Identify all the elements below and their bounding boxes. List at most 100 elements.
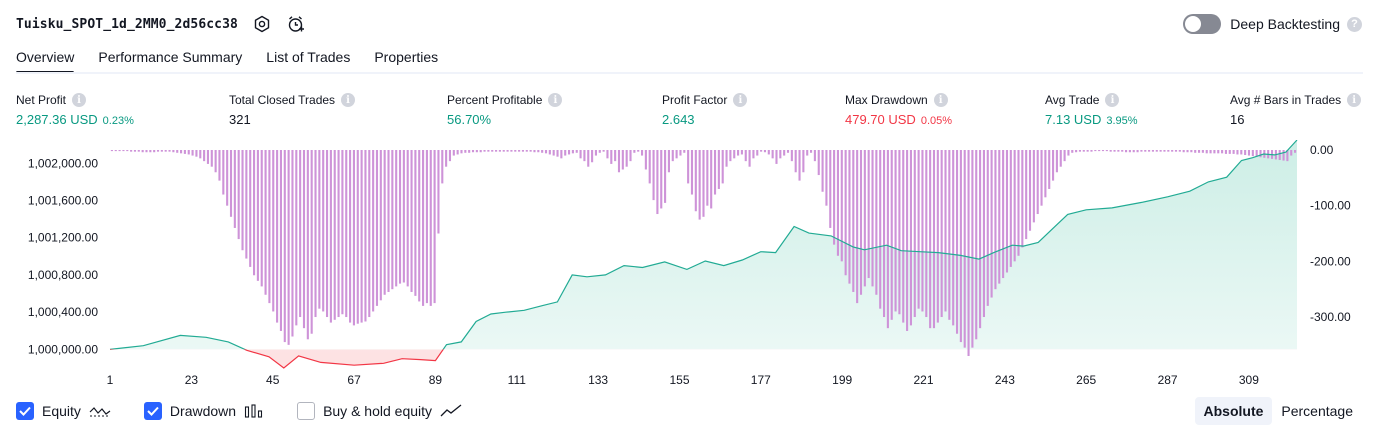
drawdown-bar: [468, 150, 471, 153]
drawdown-bar: [652, 150, 655, 201]
buy-hold-checkbox[interactable]: [297, 402, 316, 420]
drawdown-bar: [1101, 150, 1105, 152]
drawdown-bar: [1228, 150, 1231, 154]
absolute-button[interactable]: Absolute: [1194, 397, 1273, 425]
drawdown-checkbox[interactable]: [143, 402, 162, 420]
drawdown-bar: [302, 150, 306, 329]
drawdown-bar: [1052, 150, 1055, 181]
drawdown-bar: [752, 150, 755, 159]
metric-label: Avg # Bars in Trades: [1230, 93, 1342, 107]
drawdown-bar: [940, 150, 943, 318]
drawdown-bar: [760, 150, 763, 152]
equity-drawdown-chart[interactable]: 1,002,000.00 1,001,600.00 1,001,200.00 1,00…: [0, 140, 1379, 390]
drawdown-bar: [233, 150, 236, 228]
drawdown-bar: [990, 150, 993, 298]
drawdown-bar: [710, 150, 713, 209]
info-icon[interactable]: i: [933, 93, 948, 107]
metric-percent: 0.05%: [920, 115, 953, 127]
drawdown-bar: [1197, 150, 1201, 153]
drawdown-bar: [1194, 150, 1197, 153]
drawdown-bar: [825, 150, 828, 206]
drawdown-bar: [629, 150, 632, 162]
legend-drawdown[interactable]: Drawdown: [143, 402, 264, 420]
drawdown-bar: [913, 150, 916, 318]
info-icon[interactable]: i: [341, 93, 356, 107]
info-icon[interactable]: i: [733, 93, 748, 107]
drawdown-bar: [948, 150, 951, 320]
settings-gear-icon[interactable]: [252, 14, 272, 34]
legend-buy-hold-equity[interactable]: Buy & hold equity: [297, 402, 462, 420]
drawdown-bar: [786, 150, 790, 153]
drawdown-bar: [1032, 150, 1035, 223]
drawdown-bar: [441, 150, 444, 184]
drawdown-bar: [744, 150, 747, 162]
drawdown-bar: [1286, 150, 1289, 162]
drawdown-bar: [706, 150, 709, 206]
drawdown-bar: [1290, 150, 1293, 156]
drawdown-bar: [694, 150, 697, 212]
equity-area: [110, 140, 1297, 350]
equity-checkbox[interactable]: [16, 402, 34, 420]
drawdown-bar: [318, 150, 321, 309]
drawdown-bar: [833, 150, 836, 245]
drawdown-bar: [1044, 150, 1047, 198]
drawdown-bar: [110, 150, 113, 152]
drawdown-bar: [963, 150, 966, 348]
metric-value: 16: [1230, 112, 1245, 127]
drawdown-bar: [1259, 150, 1262, 158]
tab-overview[interactable]: Overview: [16, 44, 75, 74]
metric-percent: 3.95%: [1106, 115, 1138, 127]
drawdown-bar: [671, 150, 674, 162]
x-axis-tick: 23: [185, 373, 199, 387]
metric-label: Net Profit: [16, 93, 67, 107]
drawdown-bar: [664, 150, 667, 203]
tab-performance-summary[interactable]: Performance Summary: [98, 49, 243, 65]
drawdown-bar: [979, 150, 982, 329]
info-icon[interactable]: i: [548, 93, 563, 107]
drawdown-bar: [614, 150, 617, 162]
tab-properties[interactable]: Properties: [374, 49, 439, 65]
drawdown-bar: [521, 150, 525, 152]
drawdown-bar: [402, 150, 405, 283]
drawdown-bar: [717, 150, 720, 189]
legend-equity[interactable]: Equity: [16, 402, 111, 420]
scale-toggle: Absolute Percentage: [1194, 397, 1363, 425]
drawdown-bar: [1005, 150, 1009, 273]
drawdown-bar: [1217, 150, 1220, 154]
drawdown-bar: [1002, 150, 1005, 279]
drawdown-bar: [886, 150, 889, 329]
add-alert-clock-icon[interactable]: [286, 14, 306, 34]
drawdown-bar: [598, 150, 601, 153]
tab-list-of-trades[interactable]: List of Trades: [266, 49, 351, 65]
info-icon[interactable]: i: [72, 93, 87, 107]
drawdown-bar: [329, 150, 332, 323]
drawdown-bar: [944, 150, 947, 312]
drawdown-bar: [533, 150, 536, 153]
drawdown-bar: [372, 150, 375, 312]
percentage-button[interactable]: Percentage: [1281, 403, 1353, 419]
report-tabs: Overview Performance Summary List of Tra…: [16, 44, 462, 74]
info-icon[interactable]: i: [1105, 93, 1120, 107]
drawdown-bar: [479, 150, 482, 153]
help-icon[interactable]: ?: [1347, 16, 1362, 32]
x-axis-tick: 111: [508, 373, 527, 387]
drawdown-bar: [498, 150, 501, 152]
drawdown-bar: [322, 150, 325, 312]
drawdown-bar: [149, 150, 152, 153]
drawdown-bar: [821, 150, 824, 192]
drawdown-bar: [567, 150, 571, 155]
drawdown-bar: [122, 150, 125, 152]
deep-backtesting-toggle[interactable]: [1183, 14, 1222, 34]
drawdown-bar: [1182, 150, 1185, 153]
drawdown-bar: [1144, 150, 1147, 152]
drawdown-bar: [418, 150, 421, 302]
drawdown-bar: [445, 150, 448, 167]
x-axis-tick: 1: [107, 373, 114, 387]
metric-label: Percent Profitable: [447, 93, 543, 107]
drawdown-bar: [160, 150, 163, 152]
drawdown-bar: [1098, 150, 1101, 152]
info-icon[interactable]: i: [1347, 93, 1362, 107]
metric-net-profit: Net Profit i 2,287.36 USD 0.23%: [16, 93, 134, 127]
drawdown-bar: [383, 150, 386, 295]
drawdown-bar: [145, 150, 148, 153]
